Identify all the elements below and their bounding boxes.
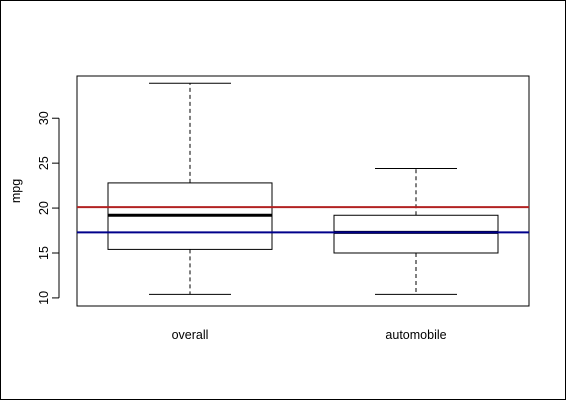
y-axis-label: mpg [9, 179, 23, 203]
y-tick-label: 20 [37, 201, 51, 215]
x-tick-label: automobile [385, 328, 446, 342]
plot-border [76, 75, 530, 307]
y-tick-label: 30 [37, 111, 51, 125]
x-tick-label: overall [172, 328, 209, 342]
y-tick-label: 10 [37, 291, 51, 305]
plot-layer: 10 15 20 25 30 overall automobile [37, 75, 530, 342]
y-tick-label: 25 [37, 156, 51, 170]
y-tick-label: 15 [37, 246, 51, 260]
box-automobile [333, 214, 499, 254]
